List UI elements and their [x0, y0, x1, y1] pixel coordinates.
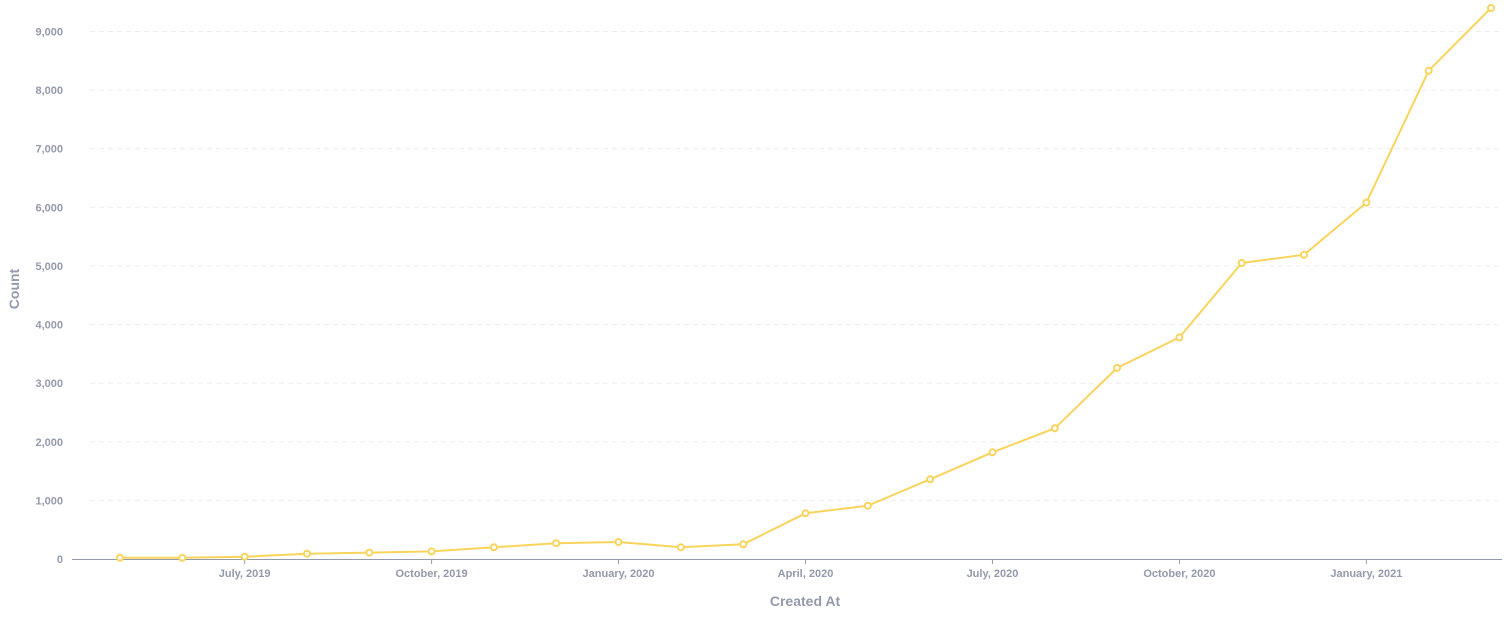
data-point[interactable]: [614, 538, 623, 546]
data-point[interactable]: [303, 549, 311, 558]
x-tick-label: July, 2019: [219, 568, 271, 580]
data-point[interactable]: [489, 543, 498, 552]
x-tick-label: January, 2020: [583, 568, 655, 580]
data-point[interactable]: [1300, 250, 1308, 259]
data-point[interactable]: [1487, 4, 1495, 12]
x-tick-label: January, 2021: [1330, 568, 1402, 580]
x-axis-title: Created At: [770, 593, 841, 609]
y-tick-label: 8,000: [35, 85, 63, 97]
data-point[interactable]: [365, 548, 374, 557]
data-point[interactable]: [1175, 333, 1184, 342]
y-tick-label: 6,000: [35, 202, 63, 214]
data-point[interactable]: [863, 501, 872, 510]
data-point[interactable]: [240, 552, 249, 561]
y-tick-label: 9,000: [35, 26, 63, 38]
data-point[interactable]: [801, 509, 810, 518]
y-axis-title: Count: [6, 268, 22, 309]
x-tick-label: October, 2019: [396, 568, 468, 580]
data-point[interactable]: [676, 543, 685, 552]
x-tick-label: October, 2020: [1143, 568, 1215, 580]
series-layer: [116, 4, 1495, 562]
x-tick-label: July, 2020: [967, 568, 1019, 580]
x-tick-label: April, 2020: [778, 568, 834, 580]
y-tick-label: 2,000: [35, 437, 63, 449]
y-tick-label: 4,000: [35, 320, 63, 332]
y-tick-label: 1,000: [35, 495, 63, 507]
data-point[interactable]: [427, 547, 436, 556]
y-tick-label: 7,000: [35, 144, 63, 156]
data-point[interactable]: [926, 475, 935, 484]
data-point[interactable]: [178, 553, 187, 562]
data-point[interactable]: [552, 539, 561, 548]
gridlines: [90, 30, 1502, 501]
y-tick-label: 5,000: [35, 261, 63, 273]
data-point[interactable]: [988, 448, 997, 457]
y-tick-label: 0: [57, 554, 63, 566]
y-tick-label: 3,000: [35, 378, 63, 390]
data-point[interactable]: [1424, 66, 1433, 75]
data-point[interactable]: [1237, 259, 1246, 267]
data-point[interactable]: [739, 540, 748, 549]
axes: 0 1,000 2,000 3,000 4,000 5,000 6,000 7,000 8,00…: [35, 26, 1502, 580]
data-point[interactable]: [116, 553, 124, 562]
data-point[interactable]: [1362, 198, 1371, 207]
data-point[interactable]: [1113, 363, 1122, 372]
data-point[interactable]: [1050, 424, 1059, 433]
